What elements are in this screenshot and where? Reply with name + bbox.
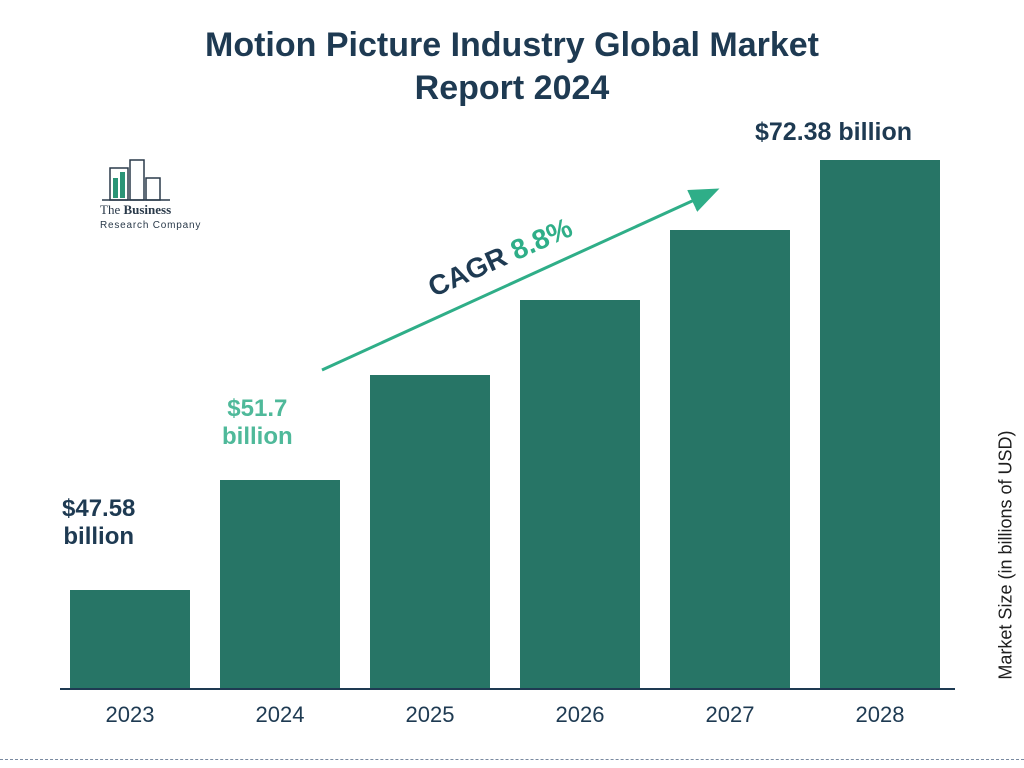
chart-title-line1: Motion Picture Industry Global Market — [205, 26, 819, 64]
y-axis-label: Market Size (in billions of USD) — [996, 431, 1017, 680]
x-label: 2024 — [220, 702, 340, 728]
x-label: 2023 — [70, 702, 190, 728]
x-label: 2027 — [670, 702, 790, 728]
bar-2028 — [820, 160, 940, 690]
cagr-annotation: CAGR 8.8% — [310, 185, 730, 385]
x-axis-line — [60, 688, 955, 690]
x-label: 2026 — [520, 702, 640, 728]
value-label: $47.58billion — [62, 495, 135, 550]
bar-wrap — [370, 375, 490, 690]
bottom-divider — [0, 759, 1024, 760]
bar-wrap — [220, 480, 340, 690]
chart-title-line2: Report 2024 — [415, 69, 610, 107]
value-label: $51.7billion — [222, 395, 293, 450]
x-label: 2028 — [820, 702, 940, 728]
bar-2025 — [370, 375, 490, 690]
x-axis-labels: 2023 2024 2025 2026 2027 2028 — [70, 702, 940, 728]
bar-2023 — [70, 590, 190, 690]
cagr-arrow-icon — [310, 185, 730, 385]
value-label: $72.38 billion — [755, 118, 912, 147]
chart-title: Motion Picture Industry Global Market Re… — [0, 0, 1024, 109]
bar-wrap — [70, 590, 190, 690]
bar-wrap — [820, 160, 940, 690]
bar-2024 — [220, 480, 340, 690]
x-label: 2025 — [370, 702, 490, 728]
